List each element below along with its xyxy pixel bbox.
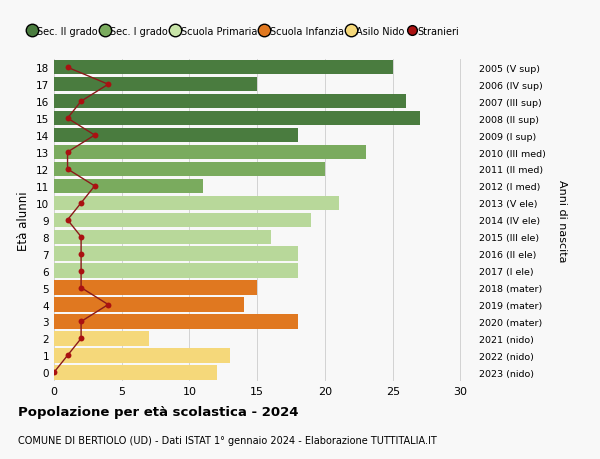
Point (63, 115, 73, 123)
Point (103, 81, 113, 89)
Text: COMUNE DI BERTIOLO (UD) - Dati ISTAT 1° gennaio 2024 - Elaborazione TUTTITALIA.I: COMUNE DI BERTIOLO (UD) - Dati ISTAT 1° … (18, 435, 437, 445)
Point (63, 64, 73, 72)
Bar (54, 78, 257, 92)
Bar (54, 146, 365, 160)
Point (90, 132, 100, 140)
Point (90, 183, 100, 190)
Bar (54, 61, 393, 75)
Bar (54, 331, 149, 346)
Y-axis label: Età alunni: Età alunni (17, 190, 31, 250)
Point (76, 251, 86, 258)
Point (63, 217, 73, 224)
Point (76, 234, 86, 241)
Point (76, 335, 86, 342)
Bar (54, 112, 420, 126)
Bar (54, 162, 325, 177)
Bar (54, 314, 298, 329)
Bar (54, 281, 257, 295)
Legend: Sec. II grado, Sec. I grado, Scuola Primaria, Scuola Infanzia, Asilo Nido, Stran: Sec. II grado, Sec. I grado, Scuola Prim… (25, 23, 463, 40)
Bar (54, 196, 338, 211)
Bar (54, 230, 271, 244)
Bar (54, 348, 230, 363)
Y-axis label: Anni di nascita: Anni di nascita (557, 179, 567, 262)
Bar (54, 95, 406, 109)
Point (76, 284, 86, 291)
Bar (54, 179, 203, 194)
Point (76, 318, 86, 325)
Point (49, 369, 59, 376)
Point (76, 200, 86, 207)
Bar (54, 264, 298, 278)
Point (63, 352, 73, 359)
Bar (54, 298, 244, 312)
Point (63, 149, 73, 157)
Point (76, 268, 86, 275)
Point (76, 98, 86, 106)
Bar (54, 213, 311, 228)
Point (63, 166, 73, 173)
Text: Popolazione per età scolastica - 2024: Popolazione per età scolastica - 2024 (18, 405, 299, 419)
Point (103, 301, 113, 308)
Bar (54, 129, 298, 143)
Bar (54, 247, 298, 261)
Bar (54, 365, 217, 380)
